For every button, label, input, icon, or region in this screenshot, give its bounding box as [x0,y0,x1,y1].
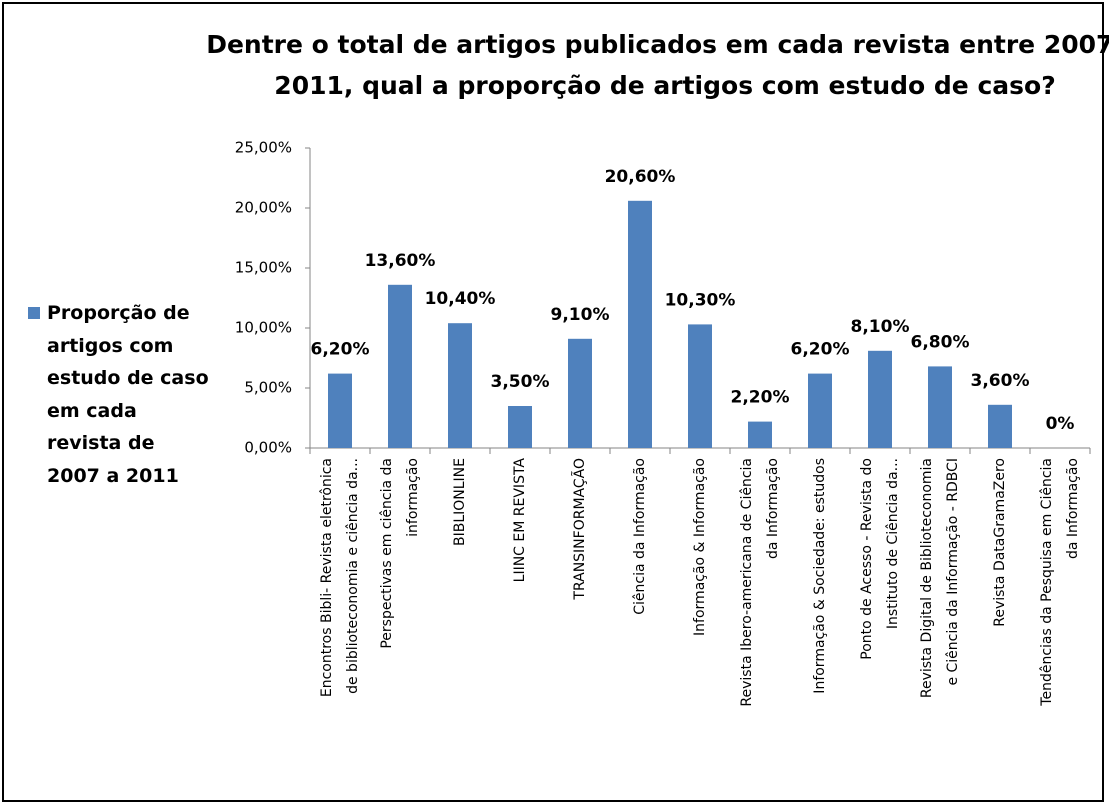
data-label: 6,20% [791,340,850,360]
data-label: 6,20% [311,340,370,360]
bar [688,324,712,448]
data-label: 10,40% [425,289,496,309]
bar [388,284,412,448]
chart: 0,00% 5,00% 10,00% 15,00% 20,00% 25,00% 6,20% 1… [235,139,1091,457]
bar [808,373,832,448]
y-tick-label: 20,00% [235,199,292,217]
bar [868,350,892,448]
x-tick-label: Ponto de Acesso - Revista do Instituto d… [859,458,901,660]
y-tick-label: 5,00% [244,379,292,397]
bar [628,200,652,448]
x-tick-label: Ciência da Informação [632,458,648,615]
x-tick-label: Informação & Sociedade: estudos [812,458,828,694]
bar [748,421,772,448]
data-label: 3,50% [491,372,550,392]
data-label: 10,30% [665,290,736,310]
x-tick-label: Encontros Bibli- Revista eletrônica de b… [319,458,361,698]
x-tick-label: Revista Ibero-americana de Ciência da In… [739,458,781,707]
x-tick-label: Tendências da Pesquisa em Ciência da Inf… [1039,458,1081,706]
y-tick-label: 25,00% [235,139,292,157]
x-tick-label: BIBLIONLINE [452,458,468,547]
chart-title: Dentre o total de artigos publicados em … [206,30,1109,100]
legend-key [28,307,40,319]
data-label: 20,60% [605,167,676,187]
legend-label: Proporção de artigos com estudo de caso … [47,302,209,487]
bar [988,404,1012,448]
data-label: 13,60% [365,251,436,271]
data-label: 3,60% [971,371,1030,391]
y-tick-label: 0,00% [244,439,292,457]
data-label: 9,10% [551,305,610,325]
x-tick-label: Revista DataGramaZero [992,458,1008,627]
x-tick-label: TRANSINFORMAÇÃO [572,458,588,600]
data-label: 8,10% [851,317,910,337]
data-label: 2,20% [731,388,790,408]
bar [448,323,472,448]
data-label: 6,80% [911,332,970,352]
y-tick-label: 10,00% [235,319,292,337]
bar [508,406,532,448]
y-tick-label: 15,00% [235,259,292,277]
bar [928,366,952,448]
data-label: 0% [1046,414,1075,434]
bar [328,373,352,448]
x-tick-label: Revista Digital de Biblioteconomia e Ciê… [919,458,961,699]
bar [568,338,592,448]
x-tick-label: Informação & Informação [692,458,708,636]
legend: Proporção de artigos com estudo de caso … [28,297,218,492]
x-tick-label: Perspectivas em ciência da informação [379,458,421,649]
x-tick-label: LIINC EM REVISTA [512,458,528,583]
